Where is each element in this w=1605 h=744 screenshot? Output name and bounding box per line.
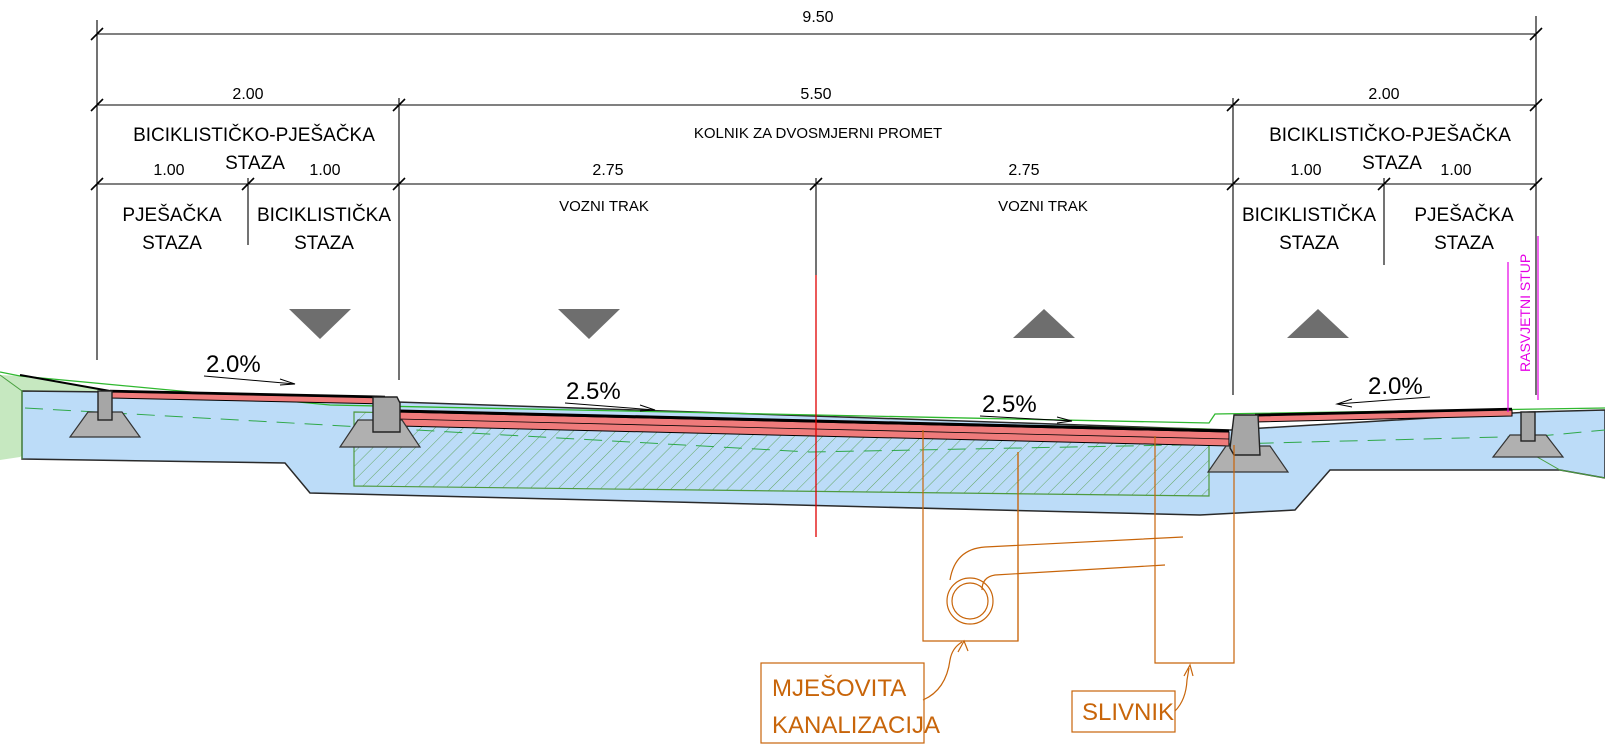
slope-right-path: 2.0% xyxy=(1368,373,1423,400)
sewer-callout-line2: KANALIZACIJA xyxy=(772,712,940,739)
dimension-lines xyxy=(90,16,1543,395)
dimension-texts: 9.50 2.00 5.50 2.00 1.00 1.00 2.75 2.75 … xyxy=(153,9,1471,179)
triangle-down-icon xyxy=(558,309,620,339)
slope-lane-left: 2.5% xyxy=(566,378,621,405)
left-bike-label-line1: BICIKLISTIČKA xyxy=(257,204,391,226)
slope-left-path: 2.0% xyxy=(206,351,261,378)
dim-left-bike: 1.00 xyxy=(309,162,340,179)
zone-labels: BICIKLISTIČKO-PJEŠAČKA STAZA KOLNIK ZA D… xyxy=(122,124,1514,254)
dim-left-path: 2.00 xyxy=(232,86,263,103)
left-path-label-line2: STAZA xyxy=(225,153,285,174)
dim-left-ped: 1.00 xyxy=(153,162,184,179)
dim-right-ped: 1.00 xyxy=(1440,162,1471,179)
dim-total: 9.50 xyxy=(802,9,833,26)
curbs xyxy=(68,390,1565,473)
reference-dashed-line xyxy=(24,407,1605,453)
existing-terrain-line xyxy=(0,371,1605,424)
triangle-down-icon xyxy=(289,309,351,339)
lane-right-label: VOZNI TRAK xyxy=(998,198,1088,215)
right-path-label-line1: BICIKLISTIČKO-PJEŠAČKA xyxy=(1269,124,1511,146)
left-ped-label-line2: STAZA xyxy=(142,233,202,254)
right-path-label-line2: STAZA xyxy=(1362,153,1422,174)
right-ped-label-line2: STAZA xyxy=(1434,233,1494,254)
left-path-label-line1: BICIKLISTIČKO-PJEŠAČKA xyxy=(133,124,375,146)
carriageway-label: KOLNIK ZA DVOSMJERNI PROMET xyxy=(694,125,942,142)
left-bike-label-line2: STAZA xyxy=(294,233,354,254)
dim-carriageway: 5.50 xyxy=(800,86,831,103)
right-bike-label-line2: STAZA xyxy=(1279,233,1339,254)
dim-lane-right: 2.75 xyxy=(1008,162,1039,179)
sewer-callout-line1: MJEŠOVITA xyxy=(772,674,906,702)
lane-left-label: VOZNI TRAK xyxy=(559,198,649,215)
triangle-up-icon xyxy=(1013,309,1075,338)
slope-lane-right: 2.5% xyxy=(982,391,1037,418)
gully-callout-box xyxy=(1071,690,1176,733)
lamp-post-label: RASVJETNI STUP xyxy=(1517,254,1533,372)
dim-right-path: 2.00 xyxy=(1368,86,1399,103)
dim-right-bike: 1.00 xyxy=(1290,162,1321,179)
triangle-up-icon xyxy=(1287,309,1349,338)
dim-lane-left: 2.75 xyxy=(592,162,623,179)
slope-annotations xyxy=(203,375,1431,424)
embankment-edge-left xyxy=(0,374,23,459)
drainage-system xyxy=(922,430,1235,712)
right-ped-label-line1: PJEŠAČKA xyxy=(1414,204,1514,226)
lamp-post xyxy=(1507,236,1539,412)
right-bike-label-line1: BICIKLISTIČKA xyxy=(1242,204,1376,226)
crossfall-triangles xyxy=(289,309,1349,339)
gully-callout-label: SLIVNIK xyxy=(1082,699,1174,726)
left-ped-label-line1: PJEŠAČKA xyxy=(122,204,222,226)
sewer-callout-box xyxy=(760,662,925,744)
